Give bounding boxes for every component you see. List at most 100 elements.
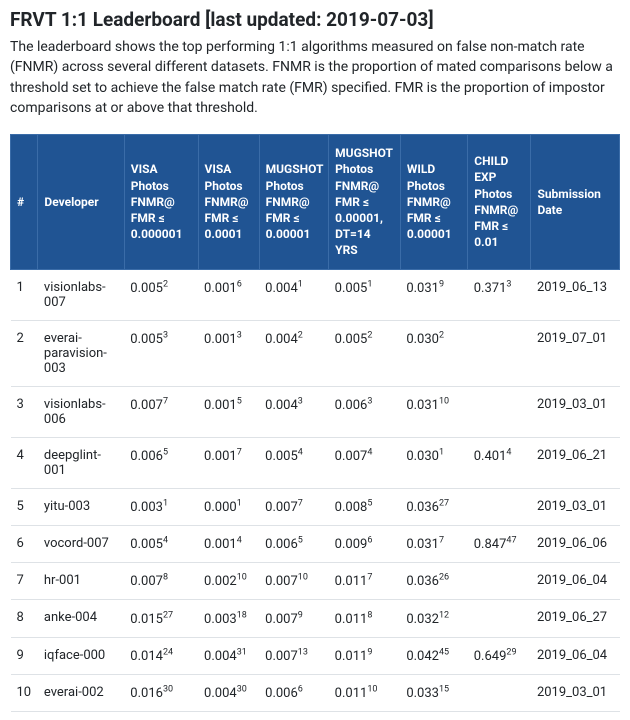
cell-visa1: 0.0077 (124, 386, 198, 437)
cell-date: 2019_06_21 (531, 437, 620, 488)
col-developer-header[interactable]: Developer (38, 135, 124, 269)
cell-rank: 2 (11, 320, 38, 386)
col-visa1-header[interactable]: VISA Photos FNMR@ FMR ≤ 0.000001 (124, 135, 198, 269)
cell-date: 2019_03_01 (531, 675, 620, 712)
cell-visa1: 0.01424 (124, 637, 198, 674)
cell-rank: 1 (11, 269, 38, 320)
cell-wild: 0.03315 (400, 675, 467, 712)
cell-child: 0.64929 (468, 637, 531, 674)
cell-mugshot1: 0.0054 (259, 437, 329, 488)
cell-date: 2019_06_13 (531, 269, 620, 320)
cell-mugshot2: 0.0052 (329, 320, 401, 386)
cell-mugshot1: 0.0042 (259, 320, 329, 386)
cell-visa1: 0.01527 (124, 600, 198, 637)
table-header: # Developer VISA Photos FNMR@ FMR ≤ 0.00… (11, 135, 620, 269)
cell-mugshot2: 0.01110 (329, 675, 401, 712)
cell-rank: 4 (11, 437, 38, 488)
cell-mugshot2: 0.0117 (329, 563, 401, 600)
cell-visa1: 0.0052 (124, 269, 198, 320)
cell-mugshot1: 0.0041 (259, 269, 329, 320)
cell-rank: 3 (11, 386, 38, 437)
cell-date: 2019_06_04 (531, 637, 620, 674)
table-row: 2everai-paravision-0030.00530.00130.0042… (11, 320, 620, 386)
table-row: 7hr-0010.00780.002100.007100.01170.03626… (11, 563, 620, 600)
cell-mugshot2: 0.0118 (329, 600, 401, 637)
cell-wild: 0.03110 (400, 386, 467, 437)
cell-mugshot1: 0.00710 (259, 563, 329, 600)
cell-date: 2019_03_01 (531, 386, 620, 437)
cell-date: 2019_06_06 (531, 525, 620, 562)
cell-mugshot2: 0.0051 (329, 269, 401, 320)
cell-mugshot2: 0.0085 (329, 488, 401, 525)
cell-mugshot1: 0.0079 (259, 600, 329, 637)
cell-visa1: 0.0065 (124, 437, 198, 488)
cell-developer: visionlabs-007 (38, 269, 124, 320)
table-row: 3visionlabs-0060.00770.00150.00430.00630… (11, 386, 620, 437)
cell-mugshot1: 0.0065 (259, 525, 329, 562)
col-rank-header[interactable]: # (11, 135, 38, 269)
cell-child (468, 386, 531, 437)
cell-child (468, 488, 531, 525)
cell-visa2: 0.00210 (198, 563, 259, 600)
cell-wild: 0.0301 (400, 437, 467, 488)
cell-child (468, 320, 531, 386)
col-date-header[interactable]: Submission Date (531, 135, 620, 269)
col-mugshot1-header[interactable]: MUGSHOT Photos FNMR@ FMR ≤ 0.00001 (259, 135, 329, 269)
cell-wild: 0.03212 (400, 600, 467, 637)
leaderboard-table: # Developer VISA Photos FNMR@ FMR ≤ 0.00… (10, 134, 620, 712)
cell-child (468, 675, 531, 712)
cell-date: 2019_06_04 (531, 563, 620, 600)
cell-wild: 0.03626 (400, 563, 467, 600)
cell-visa2: 0.0013 (198, 320, 259, 386)
cell-mugshot1: 0.00713 (259, 637, 329, 674)
cell-visa2: 0.00430 (198, 675, 259, 712)
table-row: 9iqface-0000.014240.004310.007130.01190.… (11, 637, 620, 674)
cell-rank: 8 (11, 600, 38, 637)
cell-child (468, 563, 531, 600)
cell-wild: 0.0302 (400, 320, 467, 386)
table-row: 4deepglint-0010.00650.00170.00540.00740.… (11, 437, 620, 488)
cell-developer: anke-004 (38, 600, 124, 637)
cell-visa2: 0.0016 (198, 269, 259, 320)
cell-wild: 0.0317 (400, 525, 467, 562)
col-visa2-header[interactable]: VISA Photos FNMR@ FMR ≤ 0.0001 (198, 135, 259, 269)
cell-visa1: 0.0078 (124, 563, 198, 600)
cell-mugshot2: 0.0074 (329, 437, 401, 488)
cell-developer: vocord-007 (38, 525, 124, 562)
cell-mugshot2: 0.0096 (329, 525, 401, 562)
cell-developer: yitu-003 (38, 488, 124, 525)
cell-child (468, 600, 531, 637)
page-container: FRVT 1:1 Leaderboard [last updated: 2019… (0, 0, 630, 720)
cell-wild: 0.0319 (400, 269, 467, 320)
cell-rank: 6 (11, 525, 38, 562)
cell-visa2: 0.00318 (198, 600, 259, 637)
cell-developer: visionlabs-006 (38, 386, 124, 437)
table-body: 1visionlabs-0070.00520.00160.00410.00510… (11, 269, 620, 712)
cell-visa2: 0.0014 (198, 525, 259, 562)
cell-visa1: 0.0054 (124, 525, 198, 562)
col-mugshot2-header[interactable]: MUGSHOT Photos FNMR@ FMR ≤ 0.00001, DT=1… (329, 135, 401, 269)
cell-visa1: 0.01630 (124, 675, 198, 712)
col-wild-header[interactable]: WILD Photos FNMR@ FMR ≤ 0.00001 (400, 135, 467, 269)
cell-date: 2019_03_01 (531, 488, 620, 525)
cell-developer: iqface-000 (38, 637, 124, 674)
cell-mugshot2: 0.0063 (329, 386, 401, 437)
cell-mugshot2: 0.0119 (329, 637, 401, 674)
cell-developer: hr-001 (38, 563, 124, 600)
table-row: 6vocord-0070.00540.00140.00650.00960.031… (11, 525, 620, 562)
cell-wild: 0.04245 (400, 637, 467, 674)
cell-child: 0.3713 (468, 269, 531, 320)
cell-visa1: 0.0053 (124, 320, 198, 386)
cell-date: 2019_06_27 (531, 600, 620, 637)
cell-wild: 0.03627 (400, 488, 467, 525)
cell-rank: 5 (11, 488, 38, 525)
cell-rank: 10 (11, 675, 38, 712)
cell-developer: everai-paravision-003 (38, 320, 124, 386)
cell-mugshot1: 0.0066 (259, 675, 329, 712)
col-child-header[interactable]: CHILD EXP Photos FNMR@ FMR ≤ 0.01 (468, 135, 531, 269)
cell-visa2: 0.00431 (198, 637, 259, 674)
table-row: 1visionlabs-0070.00520.00160.00410.00510… (11, 269, 620, 320)
cell-developer: everai-002 (38, 675, 124, 712)
cell-developer: deepglint-001 (38, 437, 124, 488)
cell-mugshot1: 0.0043 (259, 386, 329, 437)
